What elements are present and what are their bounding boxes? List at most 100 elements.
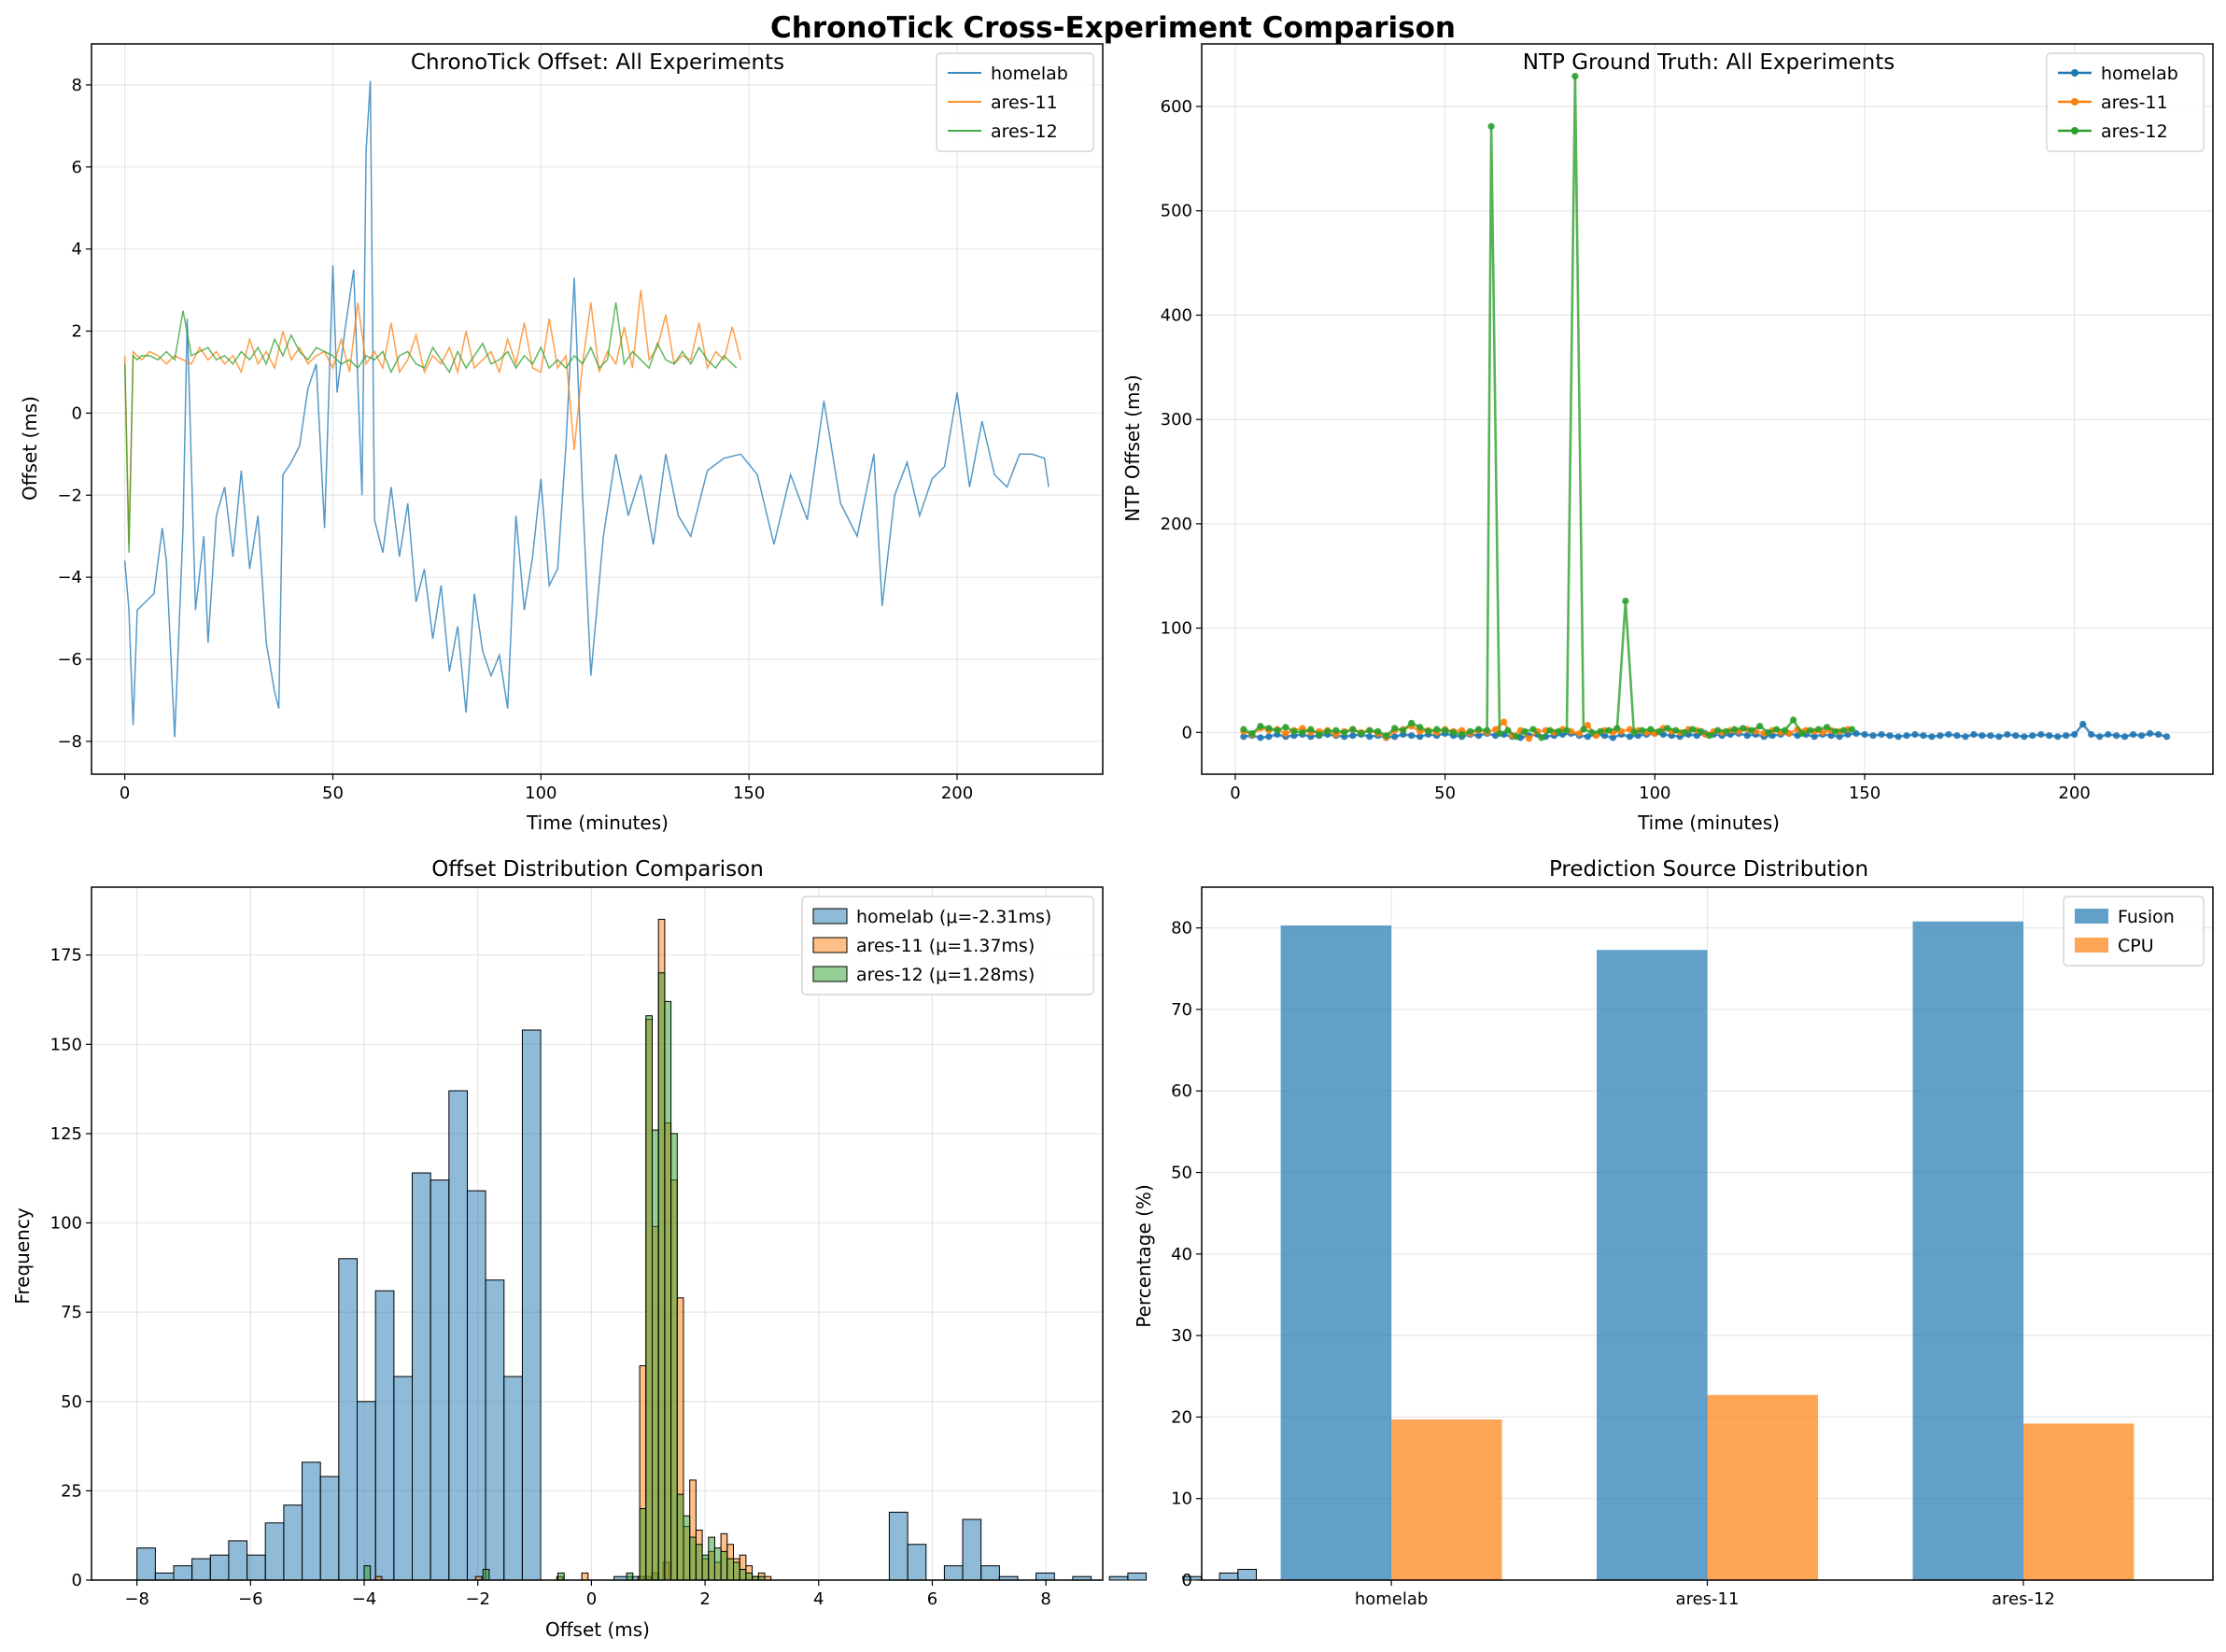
- x-tick-label: −6: [238, 1589, 263, 1609]
- y-tick-label: 70: [1171, 1000, 1192, 1020]
- legend-swatch: [2075, 909, 2108, 924]
- chart-title: NTP Ground Truth: All Experiments: [1523, 50, 1895, 75]
- histogram-bar: [485, 1279, 505, 1581]
- y-tick-label: 300: [1161, 410, 1192, 430]
- x-tick-label: 4: [813, 1589, 824, 1609]
- bar-CPU: [1707, 1394, 1818, 1580]
- histogram-bar: [652, 1129, 659, 1581]
- x-tick-label: 0: [120, 784, 130, 803]
- histogram-bar: [676, 1493, 684, 1581]
- data-point-homelab: [1895, 733, 1902, 741]
- ticks: homelab ares-11 ares-12 0 10 20 30 40 50 60 70 80: [1171, 919, 2055, 1609]
- histogram-bar: [430, 1179, 450, 1581]
- y-tick-label: 175: [50, 946, 82, 966]
- y-tick-label: 80: [1171, 919, 1192, 939]
- legend-frame: [2046, 52, 2205, 152]
- histogram-bar: [302, 1461, 321, 1581]
- x-tick-label: 50: [322, 784, 344, 803]
- histogram-bar: [448, 1090, 468, 1581]
- data-point-homelab: [1970, 730, 1978, 739]
- histogram-bar: [154, 1572, 175, 1581]
- chart-offset-distribution: Offset Distribution Comparison Offset (m…: [11, 857, 1258, 1641]
- data-point-ares-12: [1714, 727, 1722, 734]
- x-tick-label: −2: [465, 1589, 490, 1609]
- x-tick-label: 100: [525, 784, 556, 803]
- data-point-homelab: [1349, 732, 1357, 740]
- ticks: 0 50 100 150 200 −8 −6 −4 −2 0 2 4 6 8: [57, 76, 973, 803]
- legend-marker: [2071, 69, 2078, 77]
- data-point-homelab: [1836, 733, 1843, 741]
- data-point-ares-12: [1782, 727, 1789, 734]
- histogram-bar: [1237, 1569, 1258, 1581]
- data-point-ares-12: [1689, 726, 1697, 733]
- y-tick-label: 100: [50, 1214, 82, 1234]
- data-point-homelab: [2088, 730, 2095, 739]
- data-point-homelab: [1609, 734, 1616, 741]
- data-point-homelab: [1416, 733, 1424, 741]
- series-line-ares-12: [1243, 76, 1853, 740]
- data-point-ares-12: [1374, 727, 1382, 735]
- histogram-bar: [264, 1522, 285, 1581]
- data-point-homelab: [2155, 730, 2163, 739]
- bar-Fusion: [1280, 925, 1392, 1580]
- data-point-ares-11: [1500, 718, 1508, 726]
- histogram-bar: [670, 1133, 678, 1581]
- y-tick-label: 25: [61, 1481, 82, 1501]
- data-point-homelab: [2130, 730, 2137, 739]
- histogram-bar: [695, 1544, 703, 1581]
- legend-label: ares-12 (μ=1.28ms): [856, 965, 1035, 985]
- data-point-ares-12: [1647, 726, 1655, 733]
- histogram-bar: [557, 1572, 565, 1581]
- data-point-homelab: [2138, 732, 2146, 740]
- y-tick-label: −6: [57, 650, 82, 670]
- y-tick-label: 600: [1161, 97, 1192, 117]
- data-point-homelab: [1827, 732, 1835, 740]
- histogram-bar: [1127, 1572, 1148, 1581]
- legend-label: homelab (μ=-2.31ms): [856, 907, 1051, 927]
- data-point-ares-12: [1664, 725, 1671, 732]
- legend-swatch: [812, 966, 848, 982]
- y-tick-label: 100: [1161, 619, 1192, 639]
- data-point-homelab: [1257, 734, 1264, 741]
- histogram-bar: [626, 1572, 634, 1581]
- data-point-homelab: [1600, 732, 1608, 740]
- histogram-bar: [980, 1565, 1000, 1581]
- legend-label: ares-12: [991, 121, 1058, 142]
- bar-CPU: [1391, 1419, 1502, 1580]
- x-tick-label: 200: [941, 784, 973, 803]
- bars: [1280, 921, 2134, 1580]
- y-tick-label: 60: [1171, 1081, 1192, 1101]
- data-point-ares-12: [1773, 726, 1781, 733]
- histogram-bar: [664, 1000, 672, 1581]
- series-line-ares-12: [123, 302, 738, 553]
- data-point-homelab: [1743, 732, 1751, 740]
- data-point-homelab: [1953, 732, 1961, 740]
- y-tick-label: −4: [57, 568, 82, 587]
- legend-marker: [2071, 98, 2078, 106]
- data-point-ares-12: [1358, 729, 1365, 738]
- histogram-bar: [701, 1554, 710, 1581]
- y-tick-label: 0: [72, 403, 82, 423]
- y-axis-label: Frequency: [11, 1207, 34, 1304]
- ticks: 0 50 100 150 200 0 100 200 300 400 500 600: [1161, 97, 2091, 803]
- data-point-homelab: [2113, 732, 2120, 740]
- data-point-ares-12: [1341, 728, 1348, 736]
- histogram-bar: [173, 1565, 193, 1581]
- histogram-bar: [1108, 1575, 1129, 1581]
- histogram-bar: [745, 1572, 754, 1581]
- x-tick-label: 6: [927, 1589, 937, 1609]
- legend: homelab (μ=-2.31ms) ares-11 (μ=1.37ms) are…: [801, 896, 1094, 995]
- data-point-homelab: [2029, 732, 2036, 740]
- histogram-bar: [907, 1544, 927, 1581]
- data-point-homelab: [1240, 733, 1247, 741]
- grid: [92, 44, 1103, 774]
- data-point-ares-12: [1765, 728, 1772, 736]
- x-tick-label: −8: [124, 1589, 149, 1609]
- histogram-bars: [136, 918, 1258, 1581]
- data-point-ares-12: [1265, 725, 1273, 732]
- data-point-homelab: [2004, 730, 2011, 739]
- histogram-bar: [228, 1540, 248, 1581]
- legend-label: Fusion: [2118, 907, 2175, 927]
- histogram-bar: [726, 1558, 734, 1581]
- data-point-ares-12: [1571, 73, 1579, 80]
